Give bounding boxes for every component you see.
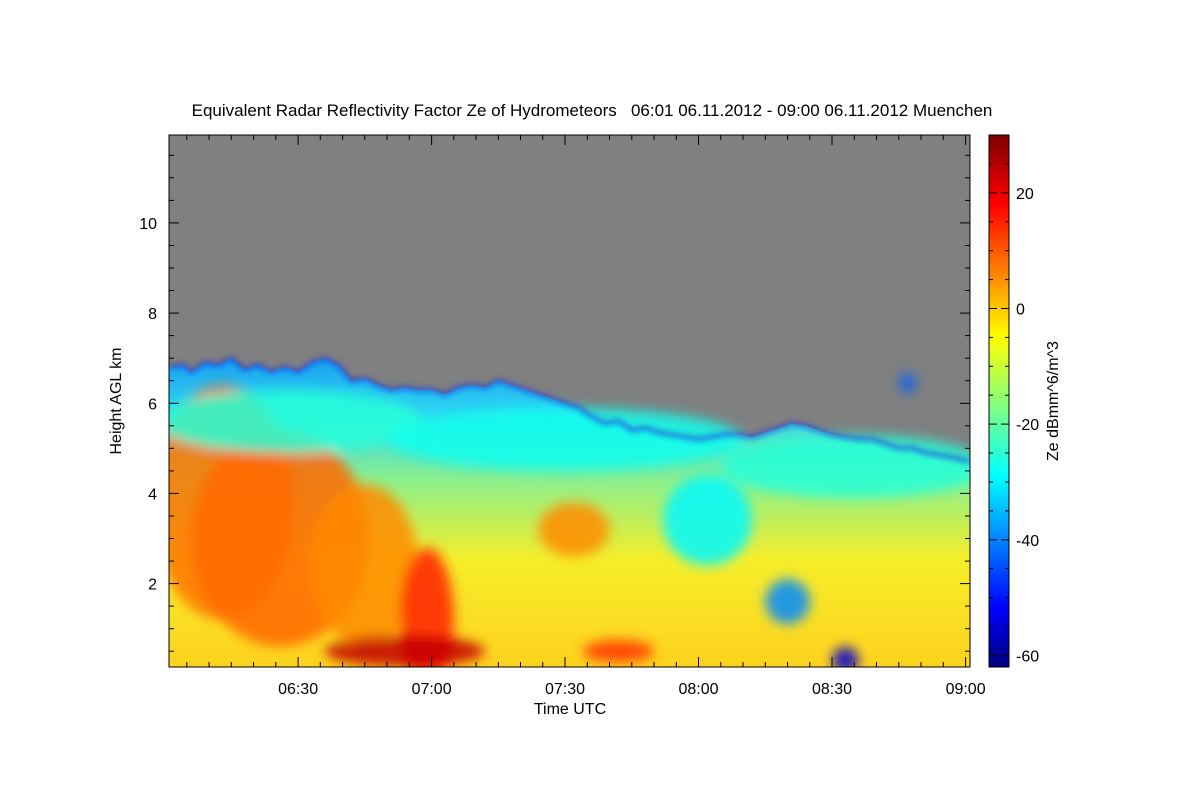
echo-cells (169, 373, 970, 667)
x-tick-label: 06:30 (278, 681, 318, 698)
x-axis-label: Time UTC (534, 701, 606, 718)
x-tick-label: 09:00 (946, 681, 986, 698)
echo-cell-5 (538, 502, 610, 557)
colorbar-ticks: 20 0 -20 -40 -60 (989, 134, 1039, 665)
plot-area (169, 135, 970, 667)
echo-cell-13 (899, 373, 916, 393)
chart-title: Equivalent Radar Reflectivity Factor Ze … (192, 101, 993, 120)
echo-cell-3 (400, 547, 454, 667)
y-tick-label: 6 (148, 396, 157, 413)
y-tick-label: 2 (148, 577, 157, 594)
echo-cell-4 (324, 635, 485, 667)
echo-cell-12 (720, 434, 970, 498)
echo-cell-11 (387, 407, 743, 471)
y-tick-label: 10 (139, 216, 157, 233)
plot-frame (168, 134, 971, 668)
colorbar: 20 0 -20 -40 -60 Ze dBmm^6/m^3 (988, 134, 1062, 668)
cbar-tick-label: 0 (1016, 302, 1025, 319)
echo-cell-9 (832, 646, 859, 667)
x-tick-label: 07:00 (412, 681, 452, 698)
colorbar-label: Ze dBmm^6/m^3 (1045, 341, 1062, 461)
cbar-tick-label: 20 (1016, 186, 1034, 203)
x-tick-label: 08:00 (678, 681, 718, 698)
echo-cell-2 (311, 484, 419, 647)
echo-top-edge (169, 356, 970, 464)
y-tick-label: 8 (148, 306, 157, 323)
colorbar-gradient (988, 134, 1010, 668)
x-tick-label: 07:30 (545, 681, 585, 698)
echo-cell-7 (663, 475, 752, 566)
x-axis: 06:30 07:00 07:30 08:00 08:30 09:00 (186, 135, 986, 698)
echo-cell-10 (169, 389, 423, 453)
echo-cell-6 (582, 639, 655, 663)
cbar-tick-label: -20 (1016, 417, 1039, 434)
x-tick-label: 08:30 (812, 681, 852, 698)
y-tick-label: 4 (148, 486, 157, 503)
y-axis-label: Height AGL km (108, 347, 125, 454)
cbar-tick-label: -40 (1016, 533, 1039, 550)
cbar-tick-label: -60 (1016, 648, 1039, 665)
y-axis: 2 4 6 8 10 (139, 154, 970, 652)
echo-cell-8 (765, 579, 810, 625)
